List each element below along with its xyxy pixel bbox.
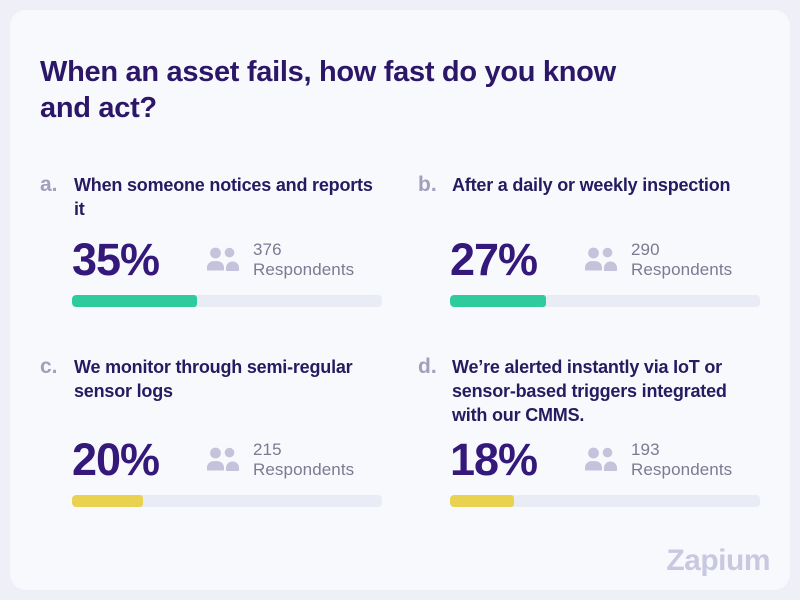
option-a-percent: 35% bbox=[72, 234, 160, 285]
page-title-line1: When an asset fails, how fast do you kno… bbox=[40, 56, 616, 88]
option-c-percent: 20% bbox=[72, 434, 160, 485]
option-c-letter: c. bbox=[40, 355, 58, 378]
option-d: d. We’re alerted instantly via IoT or se… bbox=[418, 355, 760, 507]
option-d-header: d. We’re alerted instantly via IoT or se… bbox=[418, 355, 760, 427]
option-b-progress-track bbox=[450, 295, 760, 307]
option-b-percent: 27% bbox=[450, 234, 538, 285]
page-title-line2: and act? bbox=[40, 92, 157, 124]
option-a-progress-track bbox=[72, 295, 382, 307]
option-c-label: We monitor through semi-regular sensor l… bbox=[74, 357, 353, 401]
option-b: b. After a daily or weekly inspection 27… bbox=[418, 173, 760, 307]
option-b-stats: 27% 290 Respondents bbox=[450, 237, 760, 282]
option-b-letter: b. bbox=[418, 173, 437, 196]
option-a-letter: a. bbox=[40, 173, 58, 196]
option-b-header: b. After a daily or weekly inspection bbox=[418, 173, 760, 197]
option-b-progress-fill bbox=[450, 295, 547, 307]
option-d-stats: 18% 193 Respondents bbox=[450, 437, 760, 482]
option-a-header: a. When someone notices and reports it bbox=[40, 173, 382, 221]
option-d-label: We’re alerted instantly via IoT or senso… bbox=[452, 357, 727, 425]
option-c-header: c. We monitor through semi-regular senso… bbox=[40, 355, 382, 403]
option-d-progress-track bbox=[450, 495, 760, 507]
option-c-progress-fill bbox=[72, 495, 144, 507]
option-d-percent: 18% bbox=[450, 434, 538, 485]
users-icon bbox=[583, 447, 617, 472]
option-c-respondents: 215 Respondents bbox=[253, 439, 355, 479]
option-c: c. We monitor through semi-regular senso… bbox=[40, 355, 382, 507]
option-d-respondents: 193 Respondents bbox=[631, 439, 733, 479]
option-d-progress-fill bbox=[450, 495, 515, 507]
users-icon bbox=[205, 447, 239, 472]
option-a-label: When someone notices and reports it bbox=[74, 175, 373, 219]
option-c-progress-track bbox=[72, 495, 382, 507]
users-icon bbox=[583, 247, 617, 272]
option-b-respondents: 290 Respondents bbox=[631, 239, 733, 279]
option-d-letter: d. bbox=[418, 355, 437, 378]
option-a-stats: 35% 376 Respondents bbox=[72, 237, 382, 282]
users-icon bbox=[205, 247, 239, 272]
page-title: When an asset fails, how fast do you kno… bbox=[40, 54, 760, 126]
option-b-label: After a daily or weekly inspection bbox=[452, 175, 731, 195]
options-grid: a. When someone notices and reports it 3… bbox=[40, 173, 760, 507]
option-c-stats: 20% 215 Respondents bbox=[72, 437, 382, 482]
option-a: a. When someone notices and reports it 3… bbox=[40, 173, 382, 307]
survey-card: When an asset fails, how fast do you kno… bbox=[10, 10, 790, 590]
option-a-progress-fill bbox=[72, 295, 197, 307]
brand-logo: Zapium bbox=[666, 544, 770, 577]
option-a-respondents: 376 Respondents bbox=[253, 239, 355, 279]
